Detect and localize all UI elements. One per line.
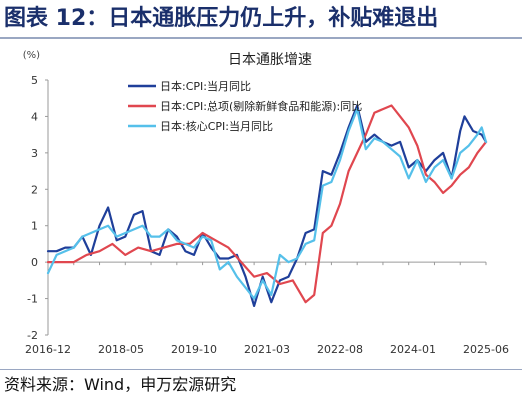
series-line-3: [46, 108, 488, 300]
x-tick-label: 2025-06: [463, 343, 509, 356]
y-tick-label: -2: [27, 329, 38, 342]
x-tick-label: 2018-05: [98, 343, 144, 356]
title-divider: [0, 37, 522, 39]
x-tick-label: 2019-10: [171, 343, 217, 356]
chart-series-lines: [46, 104, 488, 307]
y-tick-label: 1: [31, 220, 38, 233]
x-tick-label: 2016-12: [25, 343, 71, 356]
chart-title: 日本通胀增速: [228, 52, 312, 68]
legend-label-1: 日本:CPI:当月同比: [160, 79, 251, 93]
source-divider: [0, 369, 522, 370]
series-line-2: [46, 104, 488, 304]
x-tick-label: 2024-01: [390, 343, 436, 356]
y-tick-label: 0: [31, 256, 38, 269]
y-axis-unit: (%): [23, 50, 40, 61]
x-tick-label: 2022-08: [317, 343, 363, 356]
inflation-line-chart: 日本通胀增速 (%) -2 -1 0 1 2 3 4 5 2016-12 2018-05 2019-…: [23, 50, 509, 356]
series-line-1: [46, 104, 488, 307]
legend-label-3: 日本:核心CPI:当月同比: [160, 119, 273, 133]
y-tick-label: 2: [31, 183, 38, 196]
y-tick-label: 4: [31, 110, 38, 123]
x-tick-label: 2021-03: [244, 343, 290, 356]
legend-label-2: 日本:CPI:总项(剔除新鲜食品和能源):同比: [160, 99, 362, 113]
figure-source: 资料来源：Wind，申万宏源研究: [4, 375, 237, 394]
chart-legend: 日本:CPI:当月同比日本:CPI:总项(剔除新鲜食品和能源):同比日本:核心C…: [128, 79, 362, 133]
y-tick-label: 3: [31, 147, 38, 160]
chart-container: 日本通胀增速 (%) -2 -1 0 1 2 3 4 5 2016-12 2018-05 2019-…: [0, 40, 522, 370]
y-tick-label: 5: [31, 74, 38, 87]
y-tick-label: -1: [27, 293, 38, 306]
figure-title: 图表 12：日本通胀压力仍上升，补贴难退出: [4, 6, 439, 31]
chart-axes: -2 -1 0 1 2 3 4 5 2016-12 2018-05 2019-10 2021-03 20…: [25, 74, 509, 356]
